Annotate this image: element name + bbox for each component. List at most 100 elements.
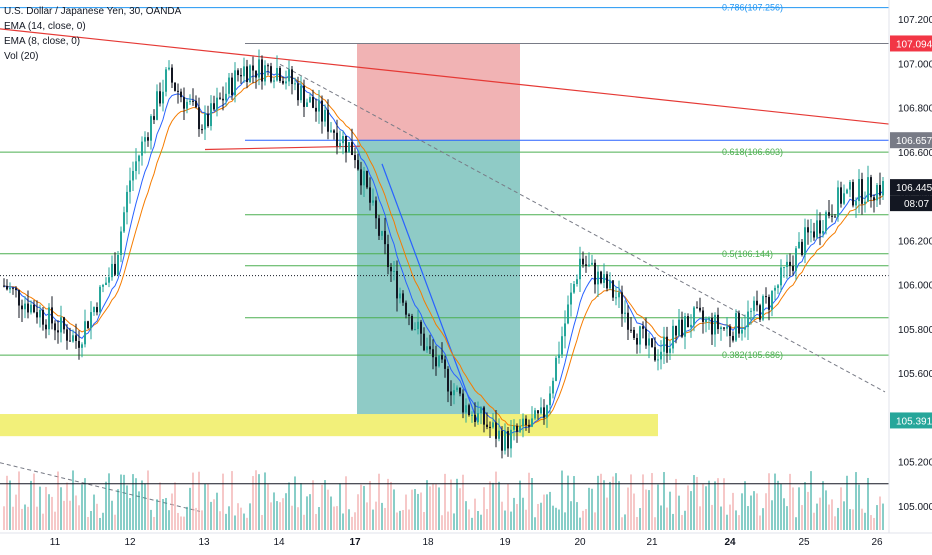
- volume-bar: [816, 503, 818, 530]
- candle-body: [708, 317, 710, 320]
- volume-bar: [168, 510, 170, 530]
- volume-bar: [498, 481, 500, 530]
- legend-ema8[interactable]: EMA (8, close, 0): [4, 36, 81, 47]
- candle-body: [762, 296, 764, 320]
- candle-body: [288, 69, 290, 82]
- volume-bar: [375, 501, 377, 530]
- candle-body: [339, 143, 341, 147]
- candle-body: [660, 351, 662, 360]
- candle-body: [117, 255, 119, 275]
- volume-bar: [471, 517, 473, 530]
- candle-body: [852, 182, 854, 206]
- candle-body: [27, 303, 29, 313]
- x-tick-label: 25: [798, 537, 810, 548]
- legend-ema14[interactable]: EMA (14, close, 0): [4, 21, 86, 32]
- volume-bar: [201, 510, 203, 530]
- price-label-text: 106.657: [896, 136, 932, 147]
- volume-bar: [135, 478, 137, 530]
- volume-bar: [147, 470, 149, 530]
- candle-body: [63, 317, 65, 330]
- volume-bar: [300, 483, 302, 530]
- legend-vol[interactable]: Vol (20): [4, 51, 39, 62]
- candle-body: [879, 184, 881, 196]
- x-tick-label: 19: [499, 537, 511, 548]
- y-tick-label: 105.800: [898, 325, 932, 336]
- candle-body: [555, 357, 557, 381]
- candle-body: [465, 405, 467, 413]
- candle-body: [702, 310, 704, 322]
- candle-body: [87, 321, 89, 329]
- volume-bar: [495, 471, 497, 530]
- volume-bar: [570, 501, 572, 530]
- volume-bar: [411, 489, 413, 530]
- candle-body: [363, 170, 365, 186]
- volume-bar: [417, 493, 419, 530]
- candle-body: [867, 177, 869, 202]
- candle-body: [369, 187, 371, 203]
- volume-bar: [390, 481, 392, 530]
- volume-bar: [714, 481, 716, 530]
- volume-bar: [576, 502, 578, 530]
- candle-body: [429, 346, 431, 350]
- price-axis-bg: [889, 0, 932, 550]
- volume-bar: [381, 502, 383, 530]
- candle-body: [189, 100, 191, 102]
- candle-body: [504, 430, 506, 451]
- candle-body: [441, 355, 443, 360]
- candle-body: [450, 391, 452, 396]
- candle-body: [228, 77, 230, 94]
- candle-body: [789, 261, 791, 266]
- volume-bar: [69, 500, 71, 530]
- volume-bar: [249, 503, 251, 530]
- volume-bar: [243, 513, 245, 530]
- volume-bar: [303, 514, 305, 530]
- candle-body: [747, 311, 749, 328]
- candle-body: [69, 340, 71, 342]
- volume-bar: [711, 504, 713, 530]
- candle-body: [216, 97, 218, 110]
- volume-bar: [603, 480, 605, 530]
- candle-body: [570, 292, 572, 305]
- volume-bar: [345, 476, 347, 530]
- volume-bar: [150, 509, 152, 530]
- volume-bar: [60, 487, 62, 530]
- volume-bar: [759, 515, 761, 530]
- volume-bar: [429, 486, 431, 530]
- volume-bar: [501, 501, 503, 530]
- candle-body: [114, 263, 116, 275]
- volume-bar: [123, 474, 125, 530]
- candle-body: [81, 344, 83, 348]
- candle-body: [66, 329, 68, 341]
- volume-bar: [54, 511, 56, 530]
- candle-body: [726, 326, 728, 329]
- volume-bar: [36, 506, 38, 530]
- y-tick-label: 105.600: [898, 369, 932, 380]
- volume-bar: [807, 491, 809, 530]
- candle-body: [813, 231, 815, 238]
- volume-bar: [525, 509, 527, 530]
- volume-bar: [630, 474, 632, 530]
- x-tick-label: 26: [871, 537, 883, 548]
- volume-bar: [180, 516, 182, 530]
- volume-bar: [837, 507, 839, 530]
- volume-bar: [870, 515, 872, 530]
- volume-bar: [228, 506, 230, 530]
- volume-bar: [867, 477, 869, 530]
- candle-body: [612, 280, 614, 298]
- candle-body: [390, 267, 392, 272]
- volume-bar: [606, 497, 608, 530]
- volume-bar: [771, 500, 773, 530]
- candle-body: [600, 271, 602, 283]
- candle-body: [699, 307, 701, 311]
- candle-body: [717, 314, 719, 330]
- candle-body: [651, 338, 653, 348]
- legend-title[interactable]: U.S. Dollar / Japanese Yen, 30, OANDA: [4, 6, 182, 17]
- candle-body: [198, 107, 200, 130]
- volume-bar: [195, 507, 197, 530]
- volume-bar: [801, 505, 803, 530]
- candle-body: [312, 97, 314, 108]
- price-label-box: [890, 35, 932, 52]
- volume-bar: [768, 473, 770, 530]
